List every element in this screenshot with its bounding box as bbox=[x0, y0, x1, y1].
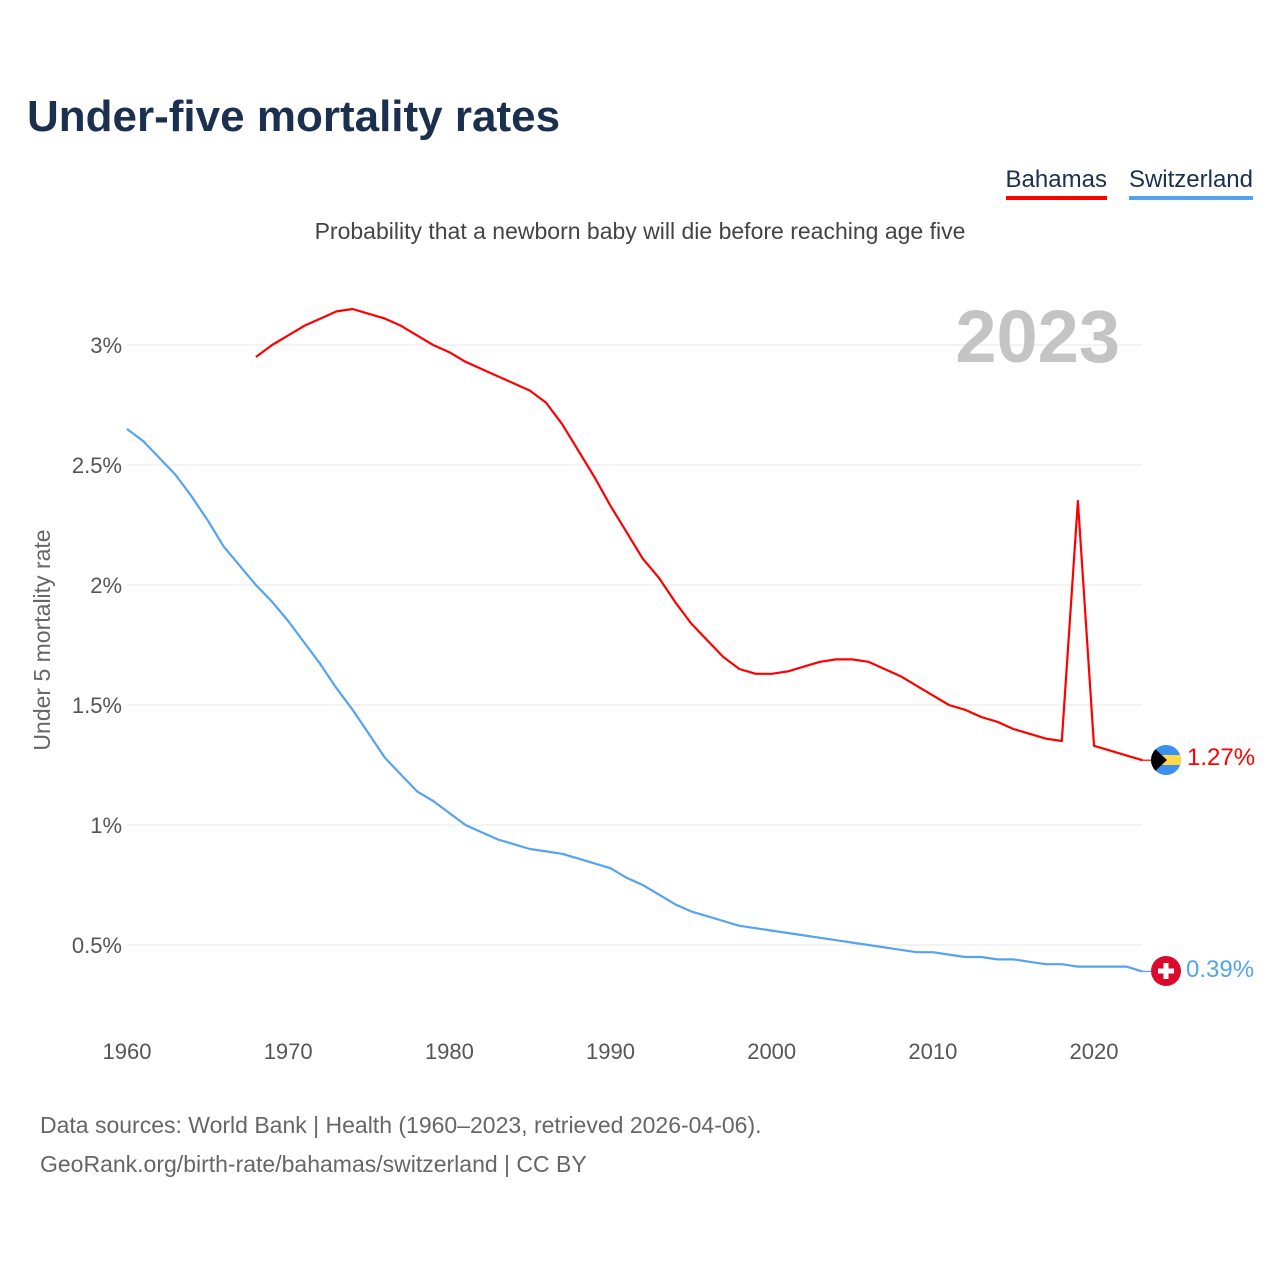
source-link[interactable]: GeoRank.org/birth-rate/bahamas/switzerla… bbox=[40, 1151, 587, 1177]
series-line-bahamas bbox=[255, 307, 1143, 762]
year-label: 2023 bbox=[955, 295, 1120, 378]
x-tick-label: 1990 bbox=[586, 1039, 635, 1064]
chart-subtitle: Probability that a newborn baby will die… bbox=[314, 218, 966, 244]
chart-title: Under-five mortality rates bbox=[27, 92, 561, 141]
y-tick-label: 1.5% bbox=[72, 693, 122, 718]
legend-item-switzerland[interactable]: Switzerland bbox=[1128, 166, 1253, 200]
legend: Bahamas Switzerland bbox=[1005, 166, 1253, 200]
switzerland-flag-icon bbox=[1151, 956, 1181, 986]
x-tick-label: 2000 bbox=[747, 1039, 796, 1064]
y-axis-label: Under 5 mortality rate bbox=[29, 529, 55, 750]
bahamas-flag-icon bbox=[1151, 745, 1181, 775]
source-line: Data sources: World Bank | Health (1960–… bbox=[40, 1112, 762, 1138]
series-line-switzerland bbox=[126, 428, 1143, 973]
y-tick-label: 2% bbox=[90, 573, 122, 598]
sources: Data sources: World Bank | Health (1960–… bbox=[40, 1106, 762, 1184]
x-tick-label: 2010 bbox=[908, 1039, 957, 1064]
x-tick-label: 1960 bbox=[103, 1039, 152, 1064]
legend-item-bahamas[interactable]: Bahamas bbox=[1005, 166, 1107, 200]
switzerland-end-label: 0.39% bbox=[1186, 956, 1254, 983]
y-tick-label: 2.5% bbox=[72, 453, 122, 478]
x-tick-label: 2020 bbox=[1070, 1039, 1119, 1064]
y-tick-label: 3% bbox=[90, 333, 122, 358]
y-tick-label: 1% bbox=[90, 813, 122, 838]
y-tick-label: 0.5% bbox=[72, 933, 122, 958]
x-tick-label: 1980 bbox=[425, 1039, 474, 1064]
bahamas-end-label: 1.27% bbox=[1187, 744, 1255, 771]
x-tick-label: 1970 bbox=[264, 1039, 313, 1064]
